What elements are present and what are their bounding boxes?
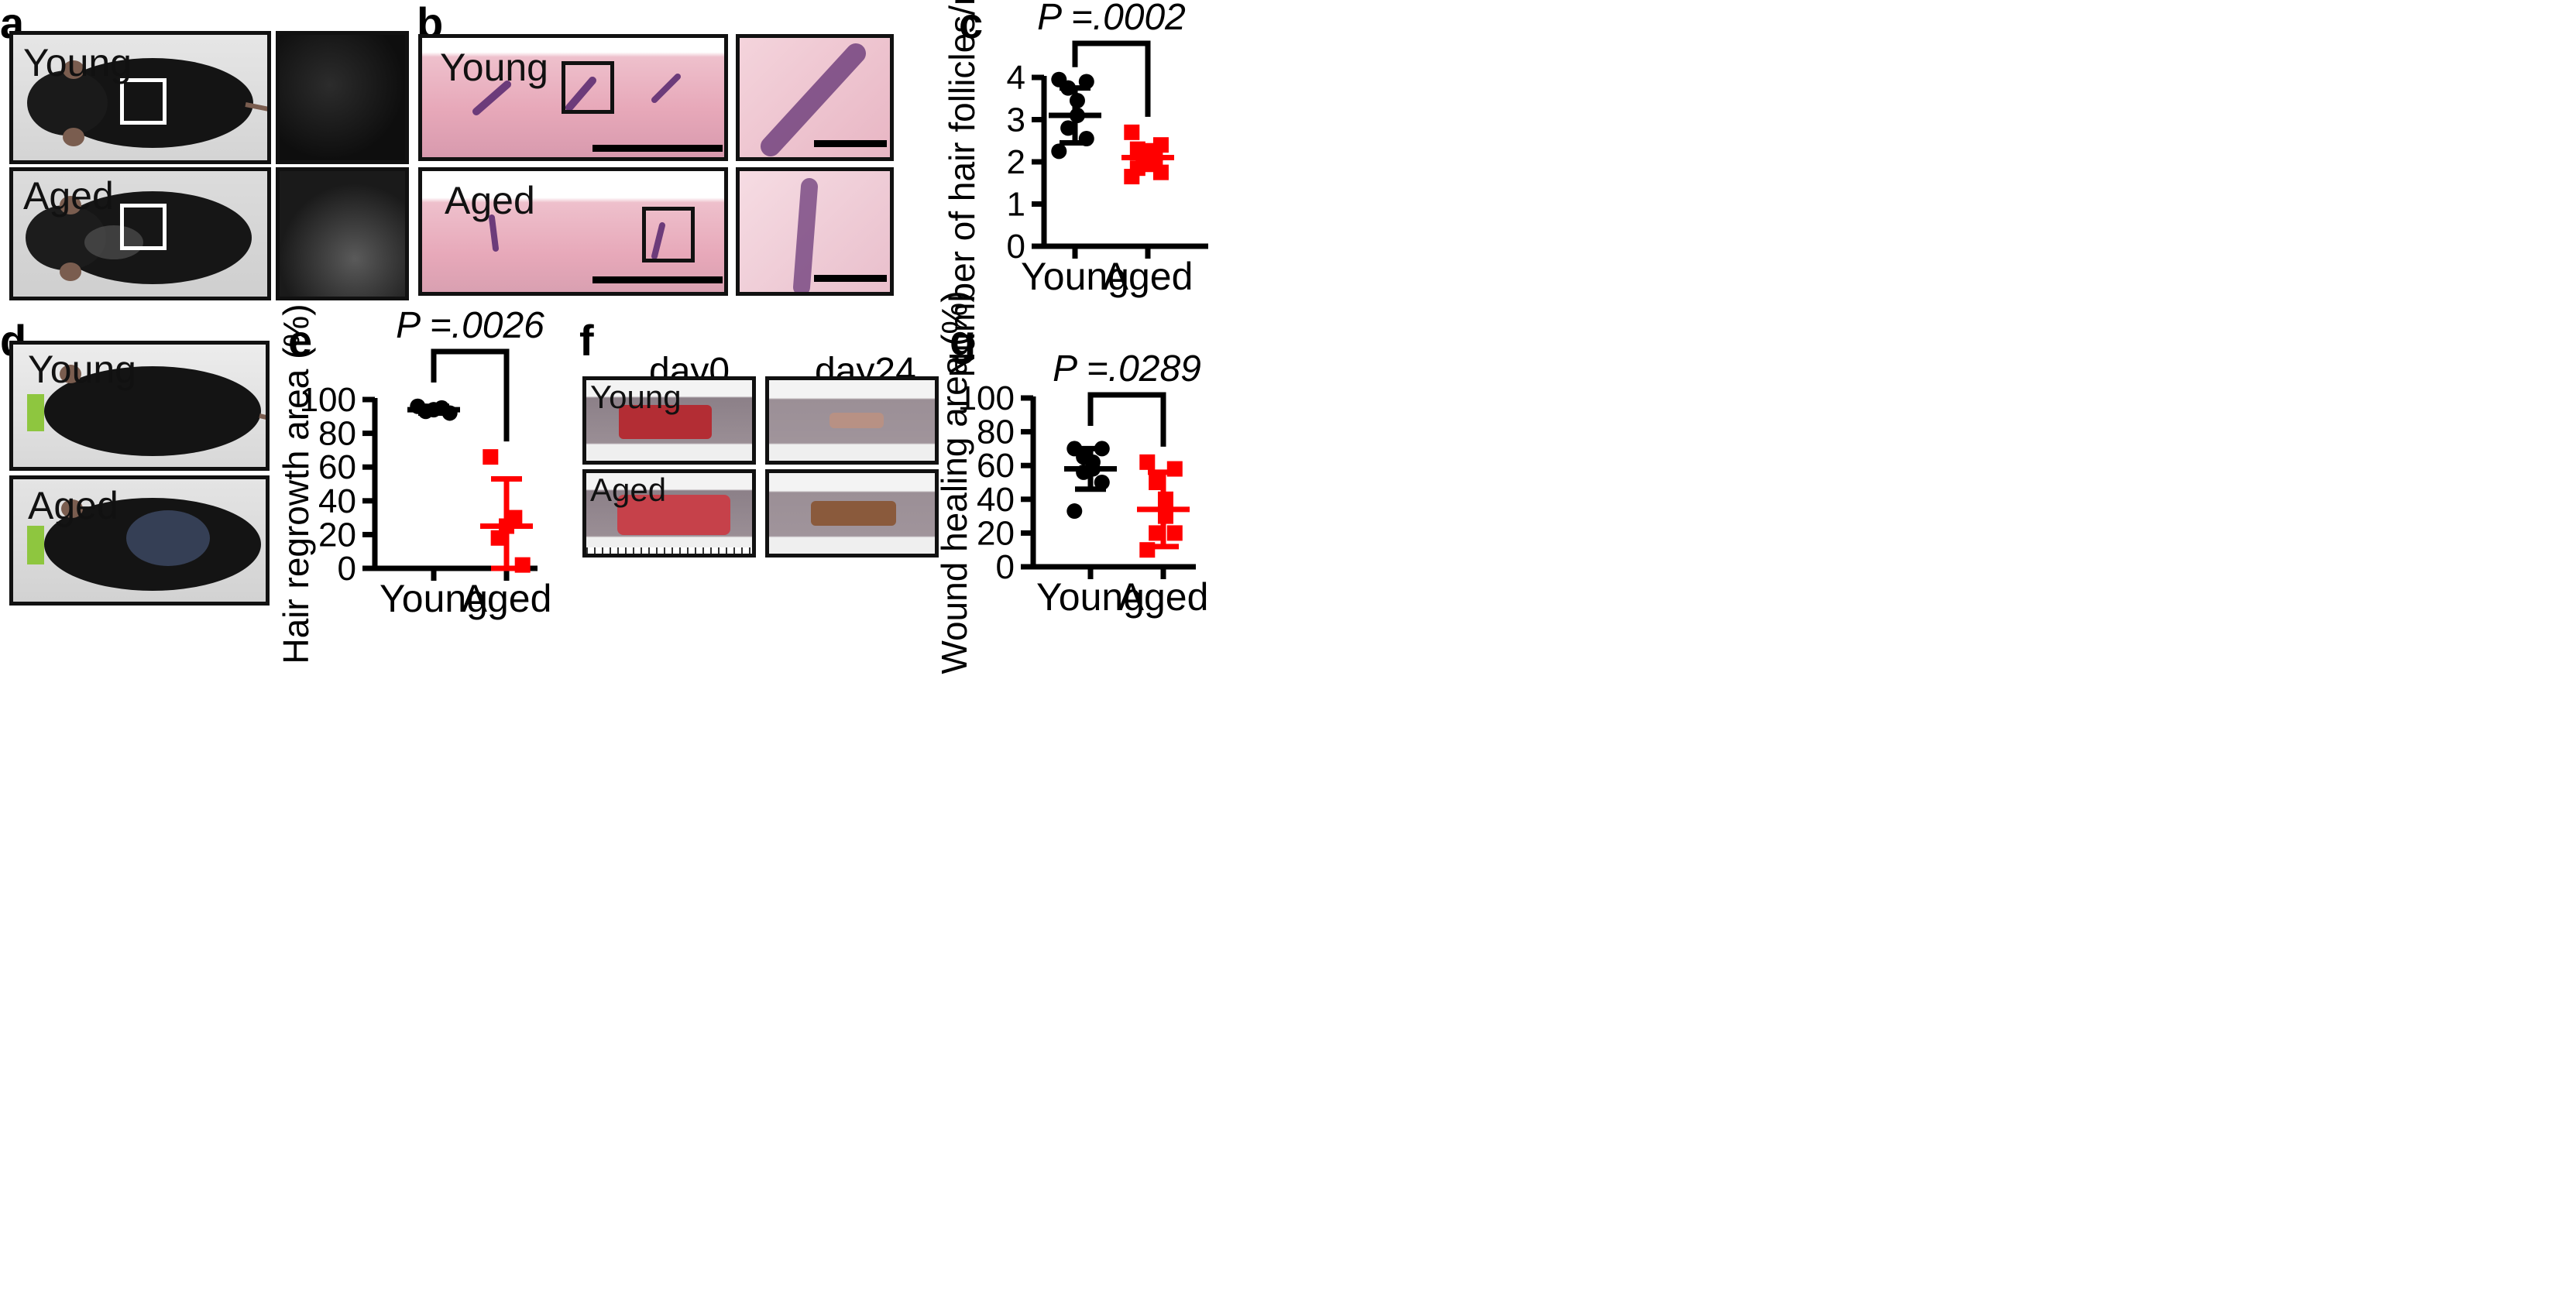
zoom-box <box>120 204 167 250</box>
wound-photo-aged-day24 <box>765 469 939 558</box>
x-tick-label: Young <box>1036 575 1145 619</box>
caption-aged: Aged <box>28 484 118 527</box>
scale-bar <box>814 275 887 282</box>
wound-area <box>829 413 884 428</box>
caption-aged: Aged <box>23 174 114 218</box>
p-value-label: P =.0002 <box>1037 0 1186 38</box>
y-tick-label: 60 <box>318 448 356 486</box>
follicle-zoom <box>761 43 866 156</box>
follicle-shapes <box>472 74 681 115</box>
y-axis-label: Number of hair follicles/mm <box>942 0 982 378</box>
caption-young: Young <box>28 348 136 391</box>
y-tick-label: 4 <box>1007 59 1025 97</box>
y-tick-label: 80 <box>977 413 1015 451</box>
significance-bracket <box>1087 392 1166 447</box>
y-axis-label: Wound healing area (%) <box>934 290 974 674</box>
data-point <box>1139 454 1156 470</box>
histology-young-zoom <box>736 34 894 161</box>
significance-bracket <box>431 348 510 442</box>
data-point <box>1166 525 1183 541</box>
wound-photo-young-day24 <box>765 376 939 465</box>
x-tick-label: Aged <box>462 577 552 620</box>
caption-young: Young <box>440 46 548 89</box>
y-tick-label: 0 <box>338 550 356 588</box>
y-tick-label: 40 <box>977 481 1015 519</box>
mouse-silhouette-aged <box>26 191 252 284</box>
significance-bracket <box>1072 40 1151 117</box>
caption-aged: Aged <box>445 179 535 222</box>
p-value-label: P =.0026 <box>396 305 544 346</box>
data-point <box>1051 143 1067 160</box>
panel-label-g: g <box>950 316 977 365</box>
mouse-photo-young <box>9 341 270 471</box>
wound-area <box>811 501 896 526</box>
y-tick-label: 100 <box>958 379 1015 417</box>
y-tick-label: 60 <box>977 447 1015 485</box>
y-tick-label: 2 <box>1007 143 1025 181</box>
mouse-photo-aged <box>9 167 271 300</box>
mouse-silhouette-young <box>27 58 267 148</box>
data-point <box>1124 169 1140 185</box>
histology-aged-zoom <box>736 167 894 296</box>
p-value-label: P =.0289 <box>1053 348 1201 389</box>
y-tick-label: 0 <box>1007 228 1025 266</box>
x-tick-label: Young <box>380 577 488 620</box>
zoom-box <box>562 61 614 114</box>
data-point <box>1094 475 1110 490</box>
data-point <box>1149 475 1165 490</box>
fur-closeup-young <box>276 31 409 164</box>
data-point <box>490 530 507 546</box>
scale-bar <box>814 140 887 147</box>
zoom-box <box>642 207 695 262</box>
caption-young: Young <box>590 379 682 415</box>
x-tick-label: Aged <box>1103 255 1194 298</box>
mouse-photo-aged <box>9 475 270 606</box>
data-point <box>1124 124 1140 140</box>
wound-photo-young-day0 <box>582 376 756 465</box>
data-point <box>1149 525 1165 541</box>
fur-closeup-aged <box>276 167 409 300</box>
follicle-shapes <box>489 214 665 259</box>
wound-area <box>617 495 730 535</box>
follicle-zoom <box>793 178 818 292</box>
mouse-photo-young <box>9 31 271 164</box>
scale-bar <box>592 276 723 283</box>
mouse-silhouette-young <box>27 365 266 456</box>
wound-photo-aged-day0 <box>582 469 756 558</box>
scale-bar <box>592 145 723 152</box>
data-point <box>1060 120 1077 136</box>
panel-label-e: e <box>288 316 313 365</box>
y-tick-label: 20 <box>318 516 356 554</box>
data-point <box>483 449 499 465</box>
zoom-box <box>120 78 167 125</box>
caption-aged: Aged <box>590 472 667 508</box>
mouse-silhouette-aged <box>27 498 261 591</box>
panel-label-f: f <box>579 316 594 365</box>
ruler <box>586 547 752 554</box>
panel-label-c: c <box>959 0 984 47</box>
y-tick-label: 40 <box>318 482 356 520</box>
histology-young <box>418 34 728 161</box>
y-axis-label: Hair regrowth area (%) <box>276 304 316 664</box>
histology-aged <box>418 167 728 296</box>
data-point <box>1066 503 1083 520</box>
y-tick-label: 0 <box>996 548 1015 586</box>
y-tick-label: 20 <box>977 514 1015 552</box>
wound-area <box>619 405 712 439</box>
x-tick-label: Young <box>1021 255 1129 298</box>
y-tick-label: 100 <box>300 381 356 419</box>
y-tick-label: 80 <box>318 415 356 453</box>
x-tick-label: Aged <box>1118 575 1209 619</box>
caption-young: Young <box>23 41 132 84</box>
y-tick-label: 3 <box>1007 101 1025 139</box>
y-tick-label: 1 <box>1007 186 1025 224</box>
